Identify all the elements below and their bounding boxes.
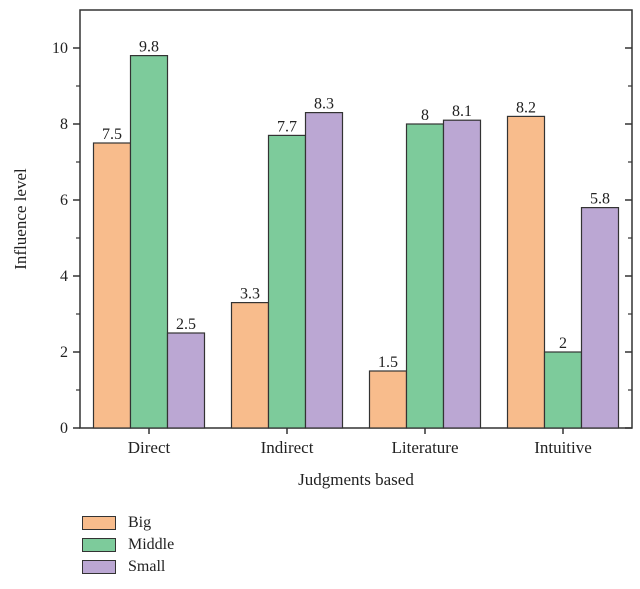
legend-swatch-small xyxy=(82,560,116,574)
y-tick-label: 2 xyxy=(60,344,68,361)
x-tick-label: Literature xyxy=(391,438,458,457)
y-axis-label: Influence level xyxy=(11,168,30,270)
bar-value-label: 9.8 xyxy=(139,39,159,56)
bar-middle-literature xyxy=(405,123,445,429)
bars-group xyxy=(92,54,620,429)
bar-big-intuitive xyxy=(506,115,546,429)
bar-value-label: 7.7 xyxy=(277,118,297,135)
bar-small-indirect xyxy=(304,111,344,429)
bar-value-label: 5.8 xyxy=(590,191,610,208)
x-tick-label: Indirect xyxy=(261,438,314,457)
x-axis: Direct Indirect Literature Intuitive xyxy=(128,428,592,457)
legend-label-big: Big xyxy=(128,514,152,531)
y-tick-label: 4 xyxy=(60,268,68,285)
y-axis: 0 2 4 6 8 10 xyxy=(52,40,632,437)
x-axis-label: Judgments based xyxy=(298,470,414,489)
x-tick-label: Direct xyxy=(128,438,171,457)
legend-item-small: Small xyxy=(82,556,174,578)
y-tick-label: 6 xyxy=(60,192,68,209)
bar-value-label: 2 xyxy=(559,335,567,352)
bar-small-direct xyxy=(166,332,206,429)
bar-middle-intuitive xyxy=(543,351,583,429)
bar-middle-indirect xyxy=(267,134,307,429)
x-tick-label: Intuitive xyxy=(534,438,592,457)
y-tick-label: 10 xyxy=(52,40,68,57)
legend-swatch-big xyxy=(82,516,116,530)
bar-value-label: 7.5 xyxy=(102,126,122,143)
bar-value-label: 8.2 xyxy=(516,99,536,116)
plot-area xyxy=(79,9,633,429)
bar-value-label: 1.5 xyxy=(378,354,398,371)
bar-big-indirect xyxy=(230,302,270,429)
bar-labels-group: 7.5 3.3 1.5 8.2 9.8 7.7 8 2 2.5 8.3 8.1 5.8 xyxy=(102,39,610,371)
legend-swatch-middle xyxy=(82,538,116,552)
bar-value-label: 8.3 xyxy=(314,96,334,113)
y-tick-label: 0 xyxy=(60,420,68,437)
bar-value-label: 3.3 xyxy=(240,286,260,303)
bar-big-literature xyxy=(368,370,408,429)
legend-label-small: Small xyxy=(128,558,166,575)
bar-small-literature xyxy=(442,119,482,429)
bar-value-label: 8 xyxy=(421,107,429,124)
bar-value-label: 2.5 xyxy=(176,316,196,333)
legend-item-middle: Middle xyxy=(82,534,174,556)
y-tick-label: 8 xyxy=(60,116,68,133)
legend: Big Middle Small xyxy=(82,512,174,578)
legend-label-middle: Middle xyxy=(128,536,175,553)
bar-chart: 0 2 4 6 8 10 Direct Indirect Literature Intuitiv… xyxy=(11,9,633,489)
legend-item-big: Big xyxy=(82,512,174,534)
bar-middle-direct xyxy=(129,54,169,429)
bar-big-direct xyxy=(92,142,132,429)
bar-small-intuitive xyxy=(580,207,620,429)
bar-value-label: 8.1 xyxy=(452,103,472,120)
